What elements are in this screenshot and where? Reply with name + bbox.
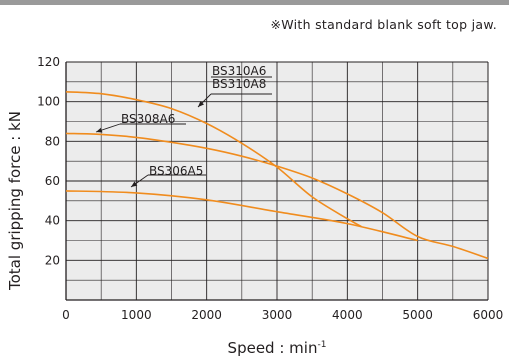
x-tick-label: 3000 bbox=[262, 308, 293, 322]
y-tick-label: 80 bbox=[45, 134, 60, 148]
x-tick-label: 6000 bbox=[473, 308, 504, 322]
y-axis-title: Total gripping force : kN bbox=[6, 111, 24, 290]
y-tick-label: 100 bbox=[37, 95, 60, 109]
series-label-arrowhead bbox=[131, 181, 138, 187]
series-line-2 bbox=[65, 190, 418, 242]
x-tick-label: 2000 bbox=[191, 308, 222, 322]
y-tick-label: 20 bbox=[45, 253, 60, 267]
x-axis-title-text: Speed : min bbox=[227, 339, 318, 357]
series-label-arrowhead bbox=[198, 100, 205, 107]
series-label-arrowhead bbox=[96, 127, 103, 133]
series-label-0: BS310A8 bbox=[212, 77, 266, 91]
series-label-1: BS308A6 bbox=[121, 112, 175, 126]
series-label-2: BS306A5 bbox=[149, 164, 203, 178]
x-tick-label: 0 bbox=[62, 308, 70, 322]
series-line-0 bbox=[65, 91, 362, 228]
x-tick-label: 5000 bbox=[402, 308, 433, 322]
y-tick-label: 40 bbox=[45, 214, 60, 228]
top-rule bbox=[0, 0, 509, 5]
x-tick-label: 1000 bbox=[121, 308, 152, 322]
series-lines bbox=[65, 91, 489, 260]
footnote: ※With standard blank soft top jaw. bbox=[270, 17, 497, 32]
x-tick-label: 4000 bbox=[332, 308, 363, 322]
ticks: 0 1000 2000 3000 4000 5000 6000 20 40 60 80 100 120 bbox=[37, 55, 503, 322]
x-axis-unit-superscript: -1 bbox=[317, 340, 327, 350]
axes bbox=[65, 61, 489, 301]
series-label-0: BS310A6 bbox=[212, 64, 266, 78]
y-tick-label: 60 bbox=[45, 174, 60, 188]
series-line-1 bbox=[65, 132, 489, 260]
y-tick-label: 120 bbox=[37, 55, 60, 69]
x-axis-title: Speed : min-1 bbox=[0, 339, 509, 357]
